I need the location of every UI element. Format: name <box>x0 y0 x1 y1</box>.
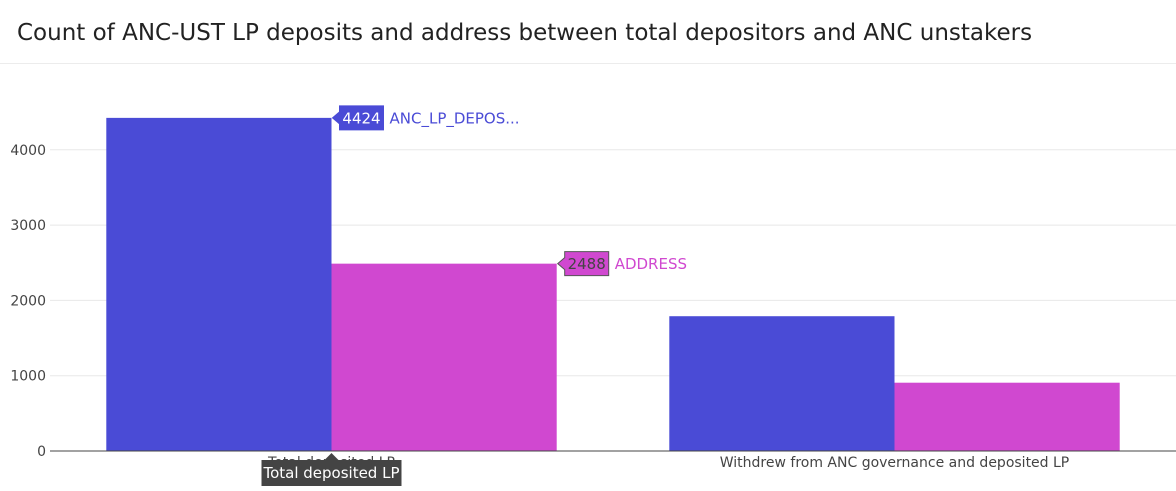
bar[interactable] <box>106 117 332 451</box>
hover-series-label: ANC_LP_DEPOS... <box>390 109 520 128</box>
y-tick-label: 0 <box>37 444 46 460</box>
y-tick-label: 2000 <box>10 293 46 309</box>
x-hover-tooltip-label: Total deposited LP <box>262 464 399 482</box>
x-tick-label: Withdrew from ANC governance and deposit… <box>720 455 1070 471</box>
hover-value-label: 4424 <box>342 109 380 127</box>
hover-label-box <box>331 105 384 131</box>
y-tick-label: 3000 <box>10 218 46 234</box>
y-tick-label: 1000 <box>10 369 46 385</box>
y-tick-label: 4000 <box>10 143 46 159</box>
hover-series-label: ADDRESS <box>615 255 687 273</box>
hover-label-box <box>556 251 610 277</box>
title-bar: Count of ANC-UST LP deposits and address… <box>0 0 1176 64</box>
hover-value-label: 2488 <box>568 255 606 273</box>
bar[interactable] <box>331 263 557 451</box>
bar[interactable] <box>669 316 895 451</box>
bar[interactable] <box>894 382 1120 451</box>
chart-title: Count of ANC-UST LP deposits and address… <box>17 20 1033 46</box>
x-hover-tooltip-box <box>261 453 402 486</box>
